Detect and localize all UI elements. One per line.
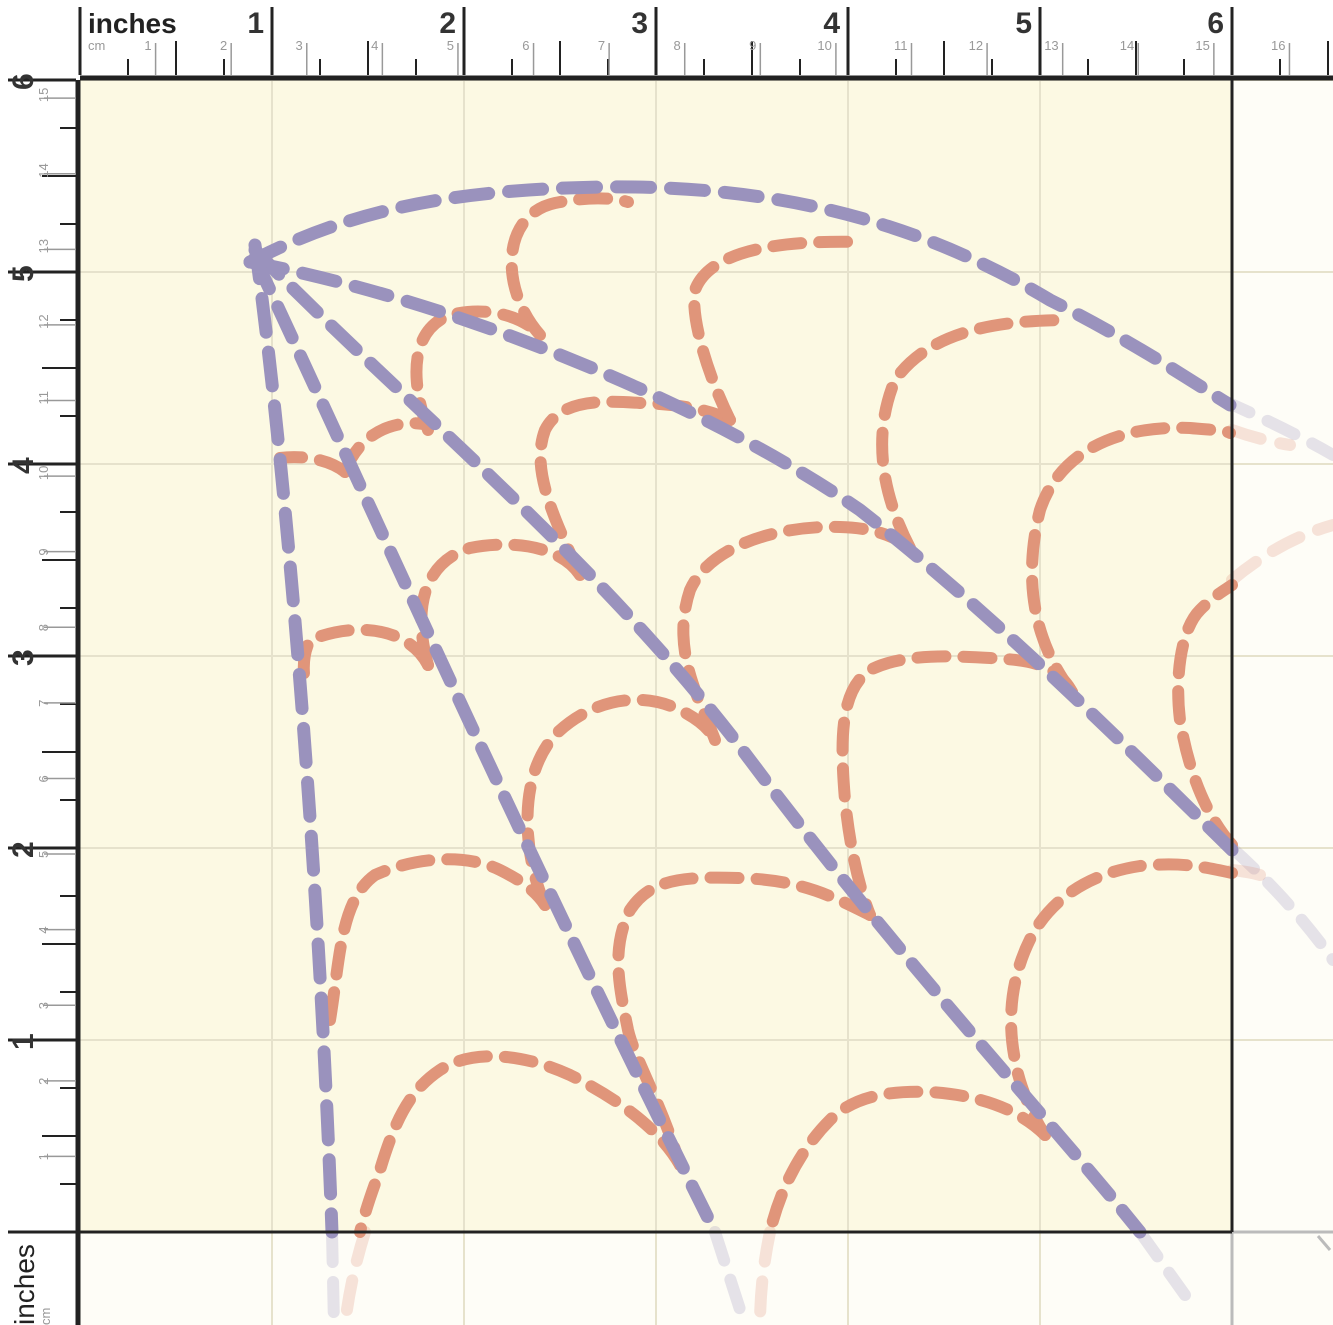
left-ruler-sub-unit-label: cm <box>38 1308 53 1325</box>
web-spoke-2 <box>248 243 1147 1239</box>
web-outer-arc <box>243 180 1237 412</box>
top-ruler-cm-label: 6 <box>522 38 529 53</box>
left-ruler-inch-label: 2 <box>7 841 40 858</box>
top-ruler-cm-label: 7 <box>598 38 605 53</box>
left-ruler-cm-label: 9 <box>36 548 51 555</box>
top-ruler-cm-label: 3 <box>296 38 303 53</box>
left-ruler-cm-label: 8 <box>36 624 51 631</box>
top-ruler-cm-label: 14 <box>1120 38 1134 53</box>
left-ruler-cm-label: 10 <box>36 466 51 480</box>
top-ruler: inches cm 1 2 3 4 5 61 2 3 4 5 6 7 8 9 10 11 12 13 14 15 16 <box>78 7 1329 75</box>
left-ruler-cm-label: 13 <box>36 239 51 253</box>
top-ruler-cm-label: 1 <box>144 38 151 53</box>
left-ruler-cm-label: 2 <box>36 1078 51 1085</box>
faded-continuations <box>326 394 1333 1325</box>
top-ruler-inch-label: 3 <box>631 7 648 40</box>
top-ruler-inch-label: 5 <box>1015 7 1032 40</box>
left-ruler-cm-label: 5 <box>36 851 51 858</box>
top-ruler-cm-label: 11 <box>894 38 908 53</box>
left-ruler-cm-label: 3 <box>36 1002 51 1009</box>
left-ruler-cm-label: 11 <box>36 391 51 405</box>
web-spoke-1 <box>243 255 1239 857</box>
top-ruler-inch-label: 4 <box>823 7 840 40</box>
web-spoke-4 <box>248 238 339 1239</box>
left-ruler-cm-label: 12 <box>36 314 51 328</box>
top-ruler-unit-label: inches <box>88 8 177 39</box>
top-ruler-cm-label: 8 <box>673 38 680 53</box>
top-ruler-cm-label: 10 <box>817 38 831 53</box>
top-ruler-cm-label: 15 <box>1195 38 1209 53</box>
top-ruler-inch-label: 2 <box>439 7 456 40</box>
web-spoke-3 <box>248 251 722 1239</box>
purple-web-lines <box>243 180 1239 1239</box>
top-ruler-cm-label: 2 <box>220 38 227 53</box>
top-ruler-cm-label: 9 <box>749 38 756 53</box>
left-ruler-inch-label: 3 <box>7 649 40 666</box>
top-ruler-inch-label: 6 <box>1207 7 1224 40</box>
left-ruler-cm-label: 15 <box>36 88 51 102</box>
left-ruler-cm-label: 1 <box>36 1153 51 1160</box>
corner-bracket-icon <box>1316 1235 1332 1251</box>
left-ruler-cm-label: 14 <box>36 163 51 177</box>
top-ruler-sub-unit-label: cm <box>88 38 105 53</box>
left-ruler-cm-label: 7 <box>36 700 51 707</box>
top-ruler-cm-label: 4 <box>371 38 378 53</box>
left-ruler-cm-label: 6 <box>36 775 51 782</box>
left-ruler-inch-label: 4 <box>7 457 40 474</box>
left-ruler-cm-label: 4 <box>36 926 51 933</box>
left-ruler-inch-label: 6 <box>7 73 40 90</box>
top-ruler-cm-label: 5 <box>447 38 454 53</box>
left-ruler-inch-label: 5 <box>7 265 40 282</box>
adjacent-panel-borders <box>1230 1230 1333 1325</box>
top-ruler-cm-label: 16 <box>1271 38 1285 53</box>
top-ruler-inch-label: 1 <box>247 7 264 40</box>
left-ruler-unit-label: inches <box>9 1244 40 1325</box>
orange-scallop-lines <box>274 192 1238 1238</box>
top-ruler-cm-label: 13 <box>1044 38 1058 53</box>
left-ruler-inch-label: 1 <box>7 1033 40 1050</box>
frame-border <box>75 75 1333 1325</box>
top-ruler-cm-label: 12 <box>969 38 983 53</box>
